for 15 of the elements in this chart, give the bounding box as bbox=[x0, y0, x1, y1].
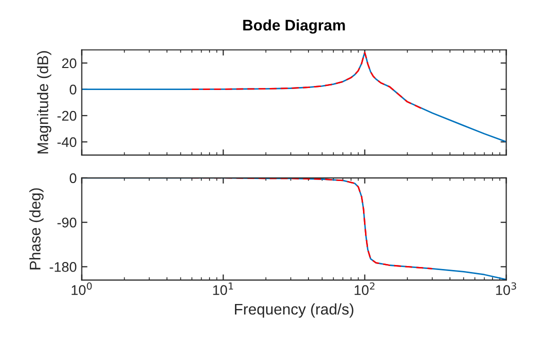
x-tick-label: 10$^{3}$ bbox=[496, 282, 516, 296]
x-tick-label: 10$^{0}$ bbox=[72, 282, 92, 296]
y-tick-label: -180 bbox=[50, 262, 76, 272]
y-tick-label: 20 bbox=[62, 58, 76, 68]
y-axis-title: Magnitude (dB) bbox=[37, 51, 52, 154]
y-tick-label: -90 bbox=[57, 218, 76, 228]
x-tick-label: 10$^{2}$ bbox=[354, 282, 374, 296]
x-tick-label: 10$^{1}$ bbox=[213, 282, 234, 296]
y-tick-label: -20 bbox=[57, 110, 76, 121]
y-tick-label: 0 bbox=[70, 84, 76, 94]
y-tick-label: -40 bbox=[57, 137, 76, 148]
chart-title: Bode Diagram bbox=[243, 19, 345, 34]
x-axis-title: Frequency (rad/s) bbox=[234, 303, 354, 318]
y-tick-label: 0 bbox=[70, 173, 76, 184]
y-axis-title: Phase (deg) bbox=[29, 188, 44, 270]
